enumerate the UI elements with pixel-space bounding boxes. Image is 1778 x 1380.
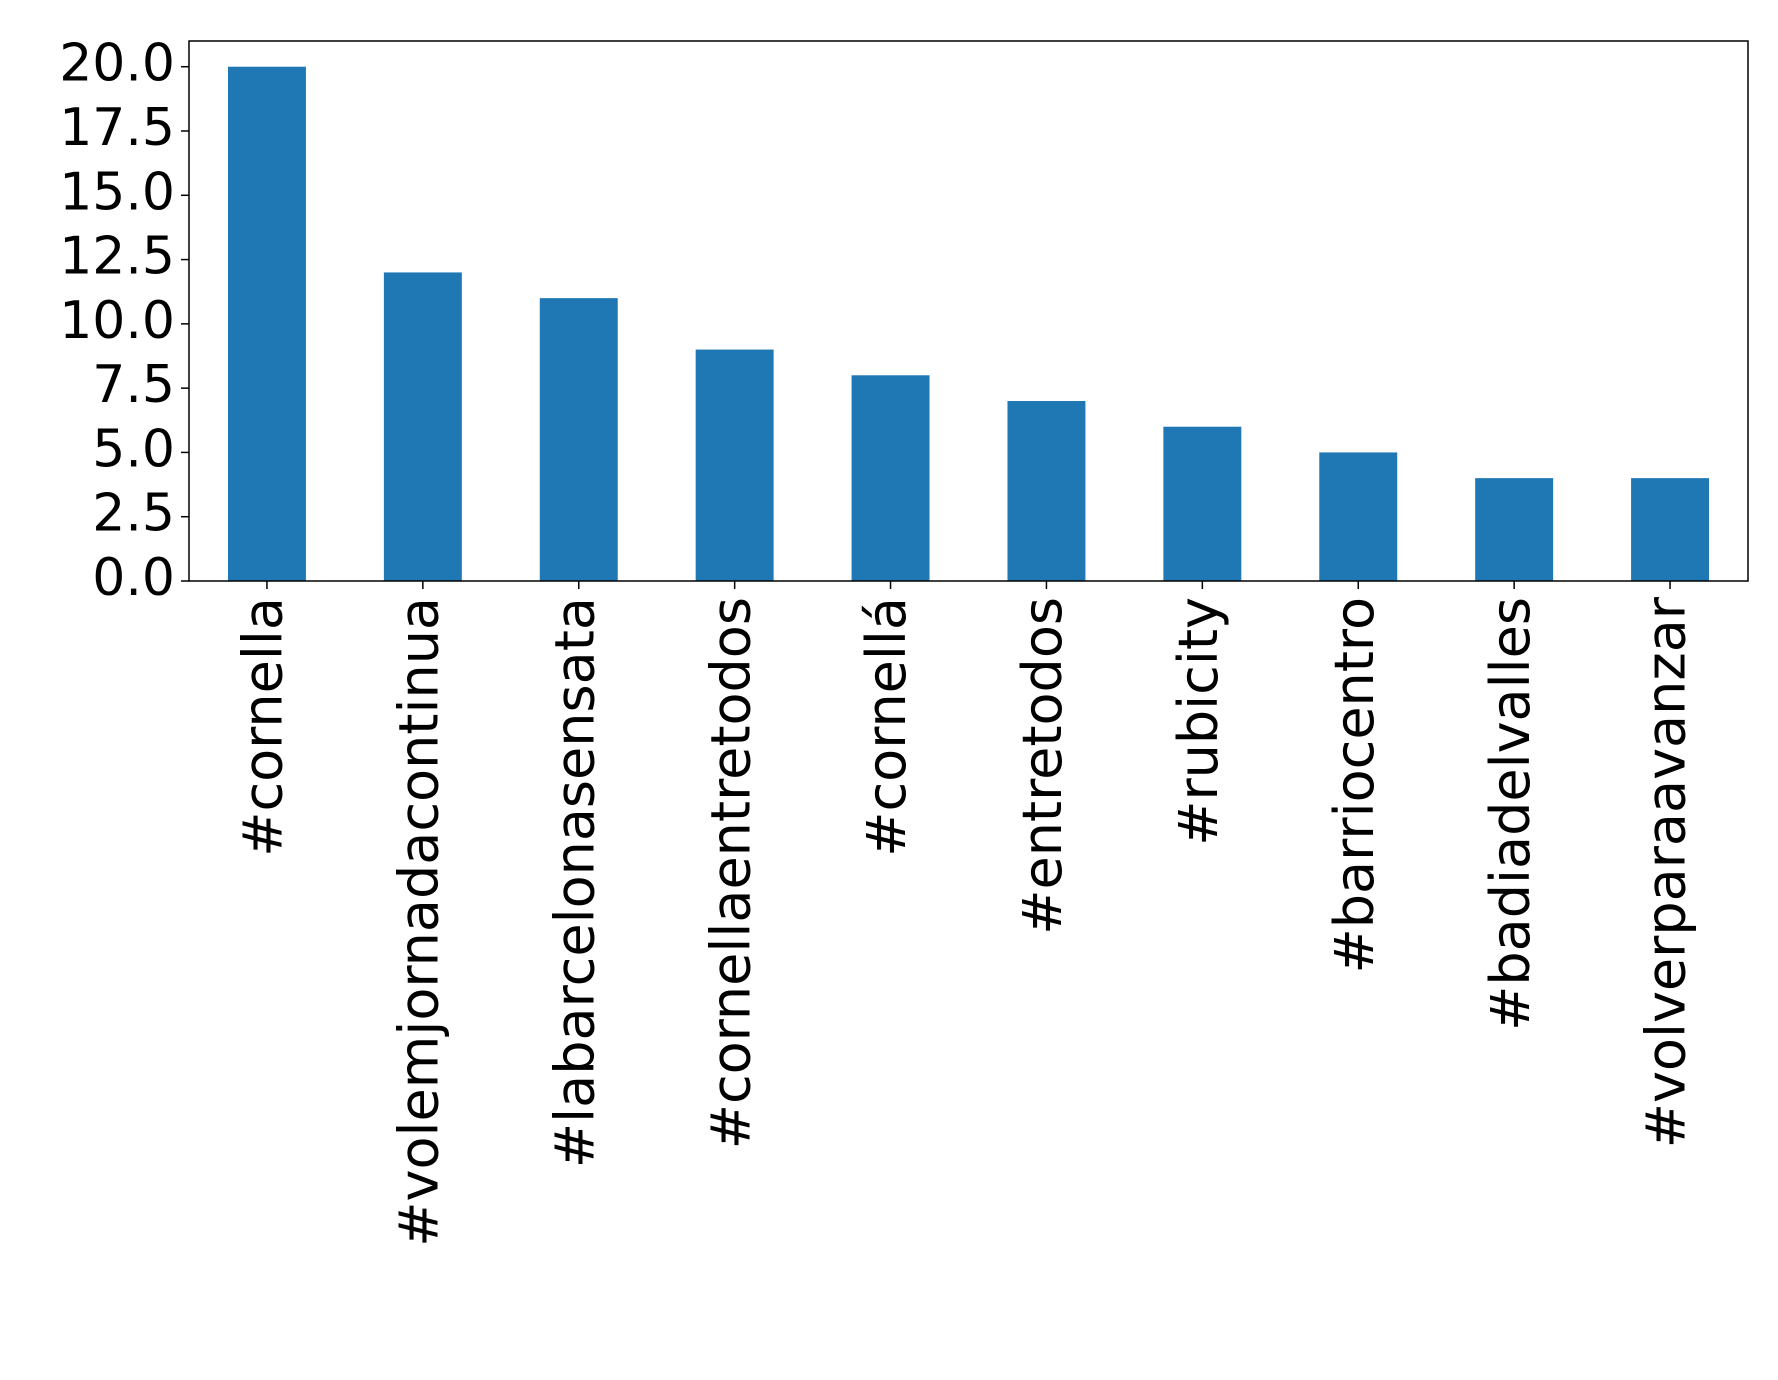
y-tick-label: 20.0	[59, 34, 175, 94]
x-tick-label: #cornellaentretodos	[699, 597, 762, 1149]
y-tick-label: 12.5	[59, 227, 175, 287]
y-tick-label: 10.0	[59, 291, 175, 351]
bar	[1007, 401, 1086, 581]
bar	[539, 298, 618, 581]
y-tick-label: 5.0	[92, 419, 175, 479]
y-tick-label: 7.5	[92, 355, 175, 415]
bar	[1631, 478, 1710, 581]
x-tick-label: #volemjornadacontinua	[387, 597, 450, 1247]
y-tick-label: 17.5	[59, 98, 175, 158]
x-tick-label: #cornellá	[855, 597, 918, 857]
y-tick-label: 2.5	[92, 484, 175, 544]
bar	[383, 272, 462, 581]
bar	[695, 349, 774, 581]
y-tick-label: 0.0	[92, 548, 175, 608]
x-tick-label: #cornella	[232, 597, 295, 857]
y-tick-label: 15.0	[59, 162, 175, 222]
x-tick-label: #badiadelvalles	[1479, 597, 1542, 1031]
bar	[227, 66, 306, 581]
bar	[1163, 426, 1242, 581]
bar	[851, 375, 930, 581]
bar	[1475, 478, 1554, 581]
x-tick-label: #barriocentro	[1323, 597, 1386, 973]
x-tick-label: #entretodos	[1011, 597, 1074, 935]
x-tick-label: #volverparaavanzar	[1635, 596, 1698, 1148]
x-tick-label: #labarcelonasensata	[543, 597, 606, 1168]
plot-frame	[188, 40, 1749, 582]
bar	[1319, 452, 1398, 581]
x-tick-label: #rubicity	[1167, 597, 1230, 846]
